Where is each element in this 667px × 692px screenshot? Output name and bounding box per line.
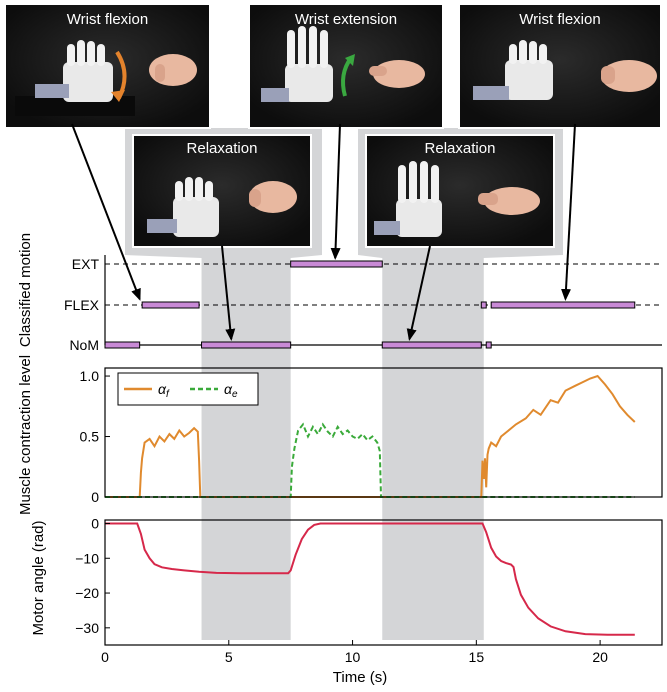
motion-segment	[141, 301, 200, 309]
photo-label: Wrist flexion	[519, 11, 600, 28]
series-line-alpha-e	[105, 422, 635, 498]
pointer-arrow	[561, 123, 576, 301]
photo-label: Relaxation	[425, 140, 496, 157]
photo-label: Wrist flexion	[67, 11, 148, 28]
motion-segment	[290, 260, 383, 268]
pointer-arrow	[330, 123, 341, 260]
motion-segment	[201, 341, 292, 349]
y-tick-label-motor: −30	[75, 620, 99, 636]
x-tick-label: 15	[469, 649, 485, 665]
motor-panel-frame	[104, 519, 663, 646]
human-hand-icon	[478, 187, 540, 215]
robot-hand-icon	[473, 40, 553, 100]
motion-segment	[381, 341, 482, 349]
motion-segment	[490, 301, 636, 309]
relaxation-funnel	[358, 255, 563, 258]
robot-hand-icon	[261, 26, 333, 102]
motor-angle-panel	[105, 522, 635, 636]
human-hand-icon	[249, 181, 297, 213]
photo-panel-wrist-flexion-2: Wrist flexion	[458, 3, 662, 129]
x-tick-label: 5	[225, 649, 233, 665]
photo-panel-relaxation-2: Relaxation	[365, 134, 555, 248]
robot-hand-icon	[35, 40, 113, 102]
series-line-motor-angle	[105, 522, 635, 636]
y-tick-label-motor: 0	[91, 515, 99, 531]
motion-segment	[485, 341, 492, 349]
motion-segment	[104, 341, 141, 349]
series-line-alpha-f	[105, 374, 636, 498]
y-axis-title-motor: Motor angle (rad)	[30, 520, 47, 635]
x-tick-label: 10	[345, 649, 361, 665]
y-tick-label-motor: −20	[75, 585, 99, 601]
photo-label: Relaxation	[187, 140, 258, 157]
photo-panel-wrist-flexion-1: Wrist flexion	[4, 3, 211, 129]
level-label-flex: FLEX	[64, 297, 100, 313]
legend-label-alpha-e: αe	[224, 381, 238, 400]
y-tick-label-motor: −10	[75, 550, 99, 566]
robot-hand-icon	[147, 177, 219, 237]
human-hand-icon	[369, 60, 425, 88]
photo-label: Wrist extension	[295, 11, 397, 28]
legend-label-alpha-f: αf	[158, 381, 170, 400]
human-hand-icon	[601, 60, 657, 92]
level-label-ext: EXT	[72, 256, 100, 272]
photo-panels: Wrist flexion Wrist extension	[4, 3, 662, 248]
level-label-nom: NoM	[69, 337, 99, 353]
pointer-arrow	[221, 245, 236, 341]
muscle-panel-frame	[104, 367, 663, 498]
y-tick-label-muscle: 0	[91, 489, 99, 505]
y-tick-label-muscle: 1.0	[80, 368, 100, 384]
robot-hand-icon	[374, 161, 442, 237]
pointer-arrow	[406, 245, 431, 341]
y-axis-title-muscle: Muscle contraction level	[17, 355, 34, 515]
muscle-contraction-panel	[105, 374, 636, 498]
y-tick-label-muscle: 0.5	[80, 429, 100, 445]
human-hand-icon	[149, 54, 197, 86]
relaxation-band	[382, 258, 484, 640]
photo-pointers	[71, 123, 576, 341]
x-tick-label: 20	[592, 649, 608, 665]
x-tick-label: 0	[101, 649, 109, 665]
photo-panel-wrist-extension: Wrist extension	[248, 3, 444, 129]
relaxation-band	[201, 258, 291, 640]
motion-segment	[480, 301, 487, 309]
pointer-arrow	[71, 123, 141, 301]
x-axis-title: Time (s)	[333, 669, 387, 686]
y-axis-title-motion: Classified motion	[17, 233, 34, 347]
legend: αf αe	[117, 372, 259, 406]
photo-panel-relaxation-1: Relaxation	[132, 134, 312, 248]
